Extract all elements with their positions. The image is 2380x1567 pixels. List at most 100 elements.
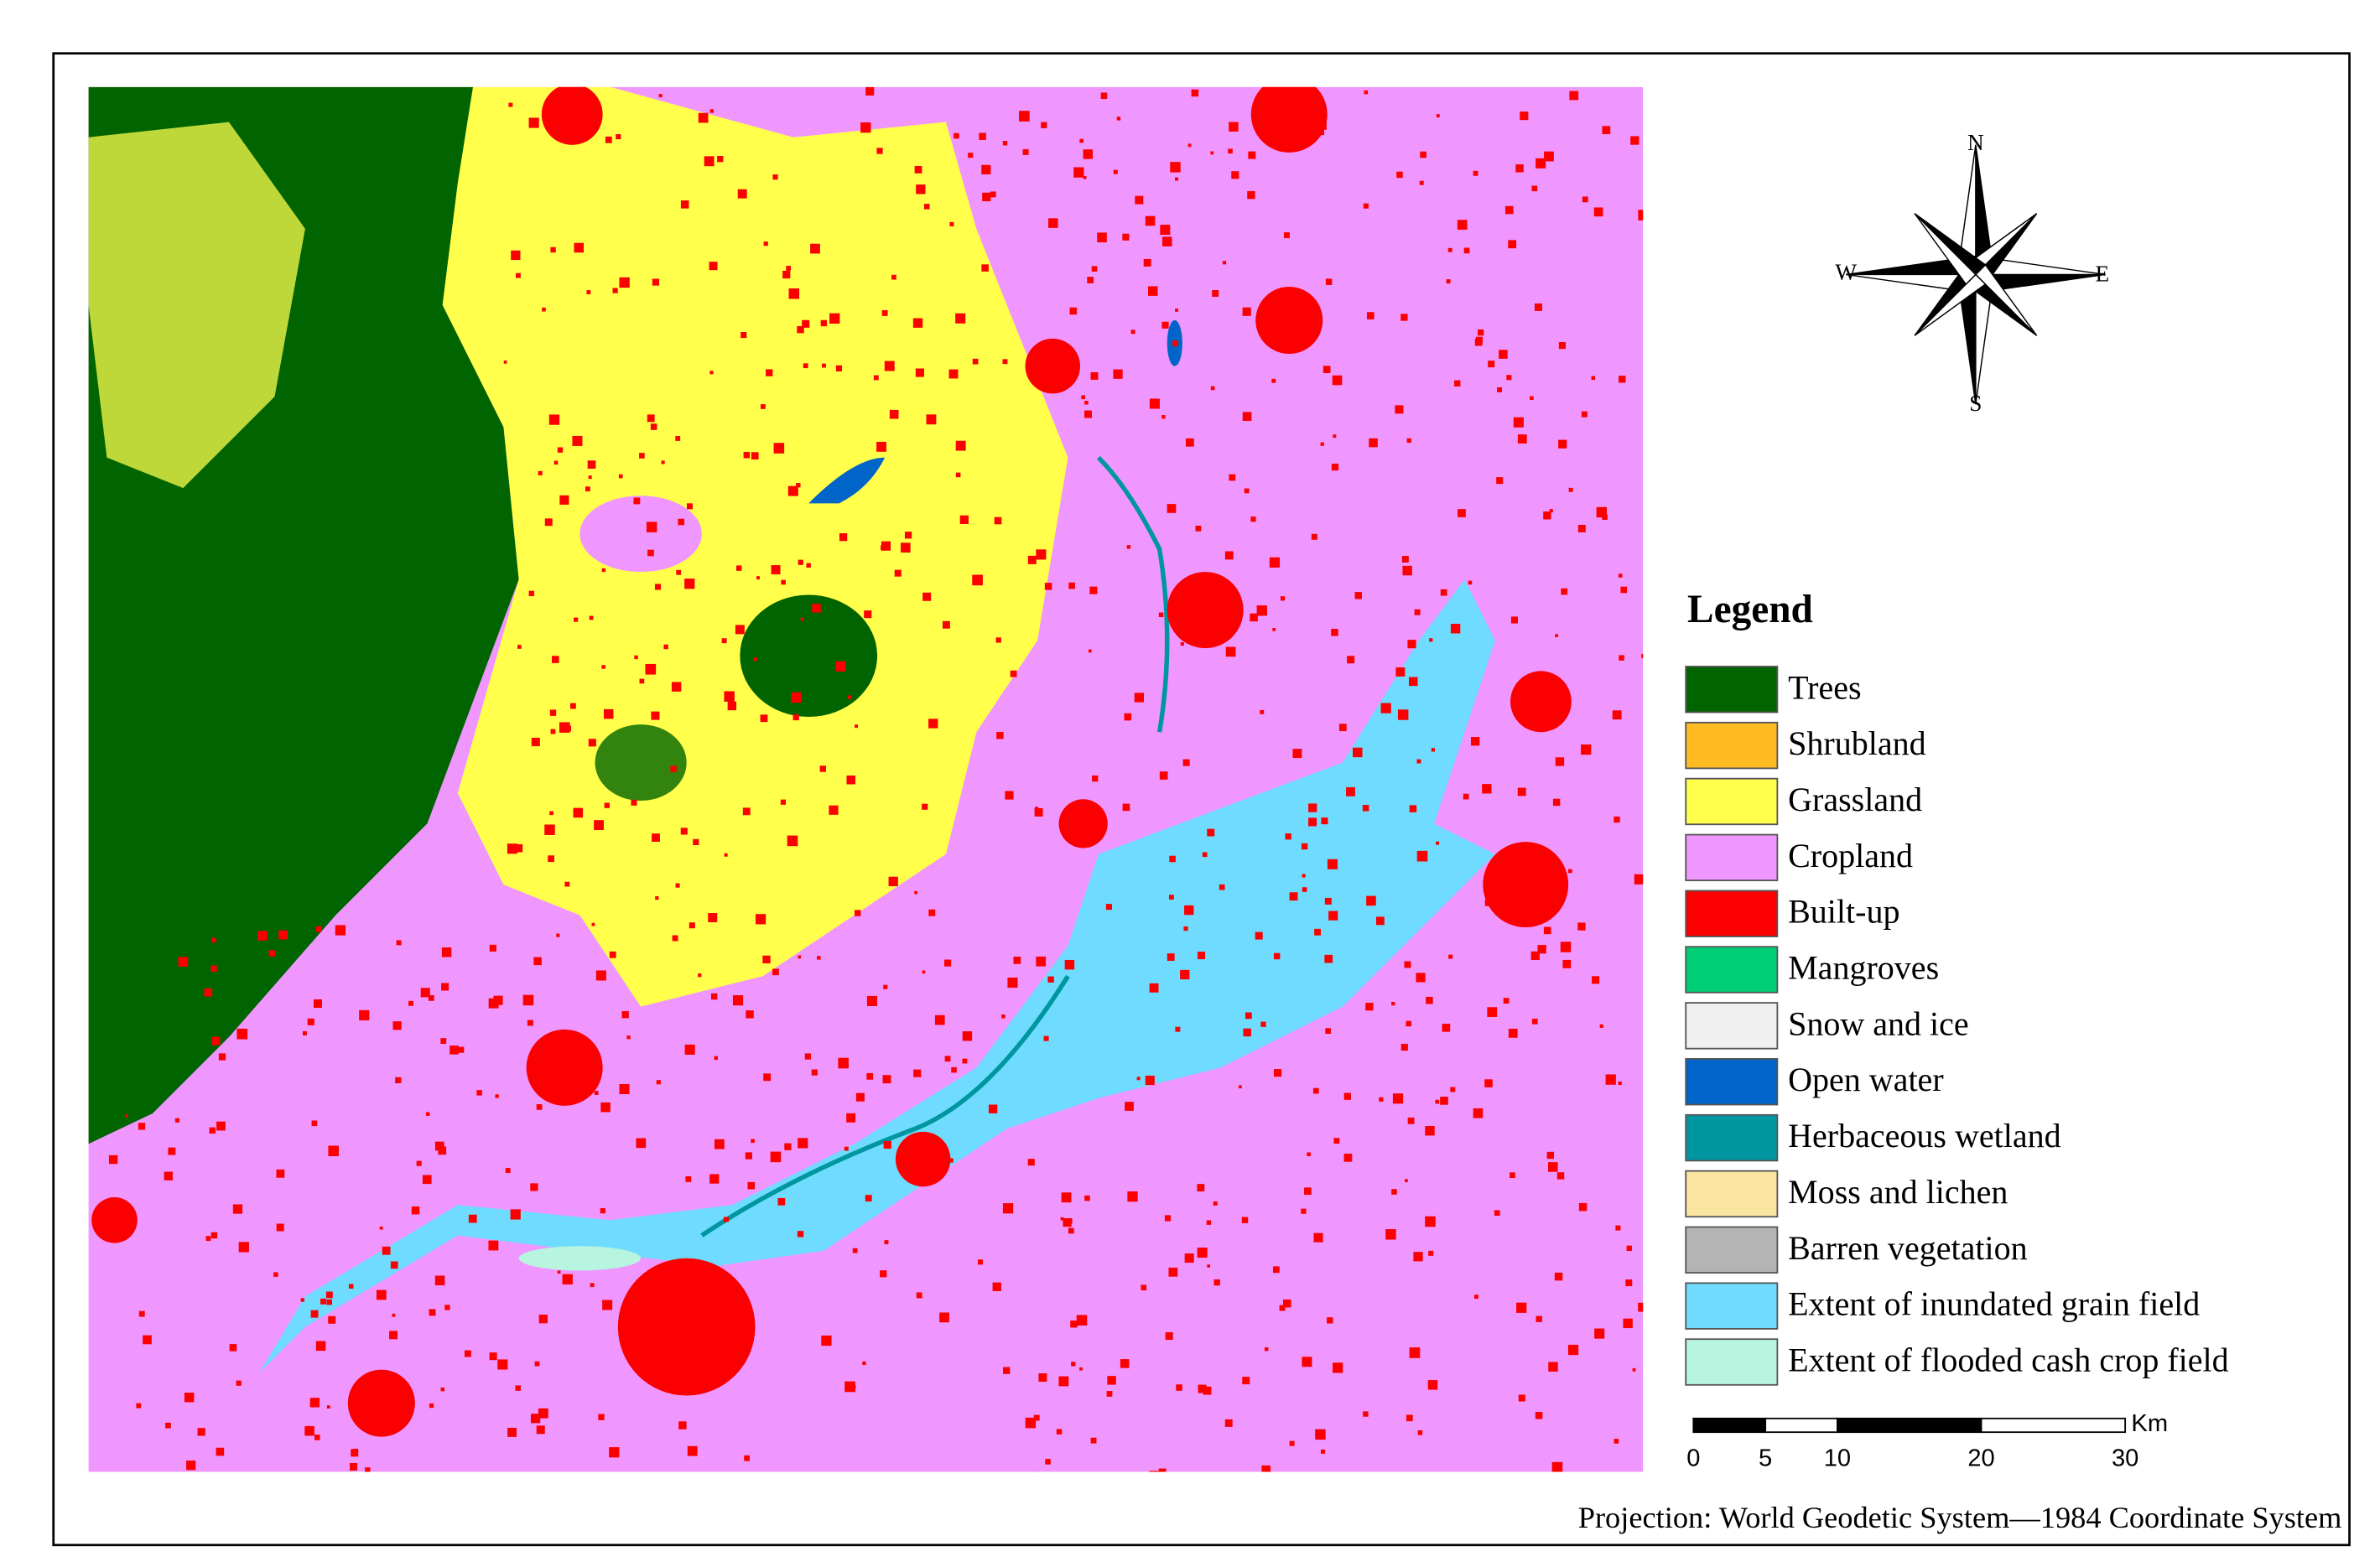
legend-swatch [1685,1282,1779,1330]
built-up-dot [136,1403,142,1409]
built-up-dot [1558,342,1566,350]
built-up-dot [876,148,883,154]
built-up-dot [1106,1391,1113,1397]
built-up-dot [1089,586,1098,594]
built-up-dot [798,955,802,959]
built-up-dot [1120,1359,1130,1368]
built-up-dot [1320,442,1324,446]
built-up-dot [538,1408,548,1419]
legend-label: Extent of inundated grain field [1788,1285,2200,1323]
built-up-dot [1212,289,1219,297]
built-up-dot [218,1053,226,1061]
built-up-dot [197,1428,205,1436]
built-up-dot [326,1299,333,1305]
built-up-dot [1454,380,1461,387]
legend: Trees Shrubland Grassland Cropland Built-up M… [1685,666,2229,1386]
built-up-dot [1324,954,1333,963]
built-up-dot [655,895,659,900]
built-up-dot [1198,1384,1207,1393]
built-up-dot [396,940,402,946]
built-up-dot [1255,931,1263,940]
built-up-town [1255,287,1323,355]
built-up-dot [647,414,655,423]
built-up-dot [1551,1461,1563,1472]
scale-tick-label: 0 [1686,1445,1700,1472]
built-up-dot [1632,1367,1636,1372]
built-up-dot [1560,942,1572,952]
legend-label: Extent of flooded cash crop field [1788,1341,2229,1379]
built-up-dot [680,200,689,209]
built-up-dot [670,765,677,772]
built-up-dot [1143,258,1151,267]
built-up-dot [876,441,886,452]
built-up-dot [1555,757,1565,766]
built-up-dot [1555,634,1558,637]
built-up-dot [1100,92,1108,100]
built-up-dot [1092,775,1099,782]
built-up-dot [1420,151,1426,158]
built-up-dot [216,1447,225,1456]
scale-segment [1764,1417,1838,1434]
built-up-dot [977,1259,984,1265]
built-up-dot [609,951,616,958]
built-up-dot [1073,167,1084,178]
built-up-dot [1638,1302,1644,1312]
built-up-dot [928,909,936,916]
built-up-dot [350,1462,358,1471]
built-up-dot [881,309,888,316]
built-up-dot [1406,438,1411,444]
legend-swatch [1685,1226,1779,1274]
built-up-dot [1164,1215,1172,1222]
built-up-dot [1036,549,1047,560]
built-up-dot [763,241,768,246]
built-up-dot [138,1310,145,1317]
built-up-dot [420,988,430,998]
built-up-dot [710,993,718,1000]
built-up-dot [724,853,728,857]
built-up-dot [744,1455,750,1461]
built-up-dot [1416,759,1421,764]
built-up-dot [1113,169,1118,174]
built-up-dot [604,802,610,808]
built-up-dot [760,714,768,723]
built-up-dot [1032,1471,1038,1472]
built-up-dot [1331,629,1338,636]
built-up-dot [1145,215,1156,226]
built-up-dot [1224,551,1234,560]
built-up-dot [1530,951,1540,961]
built-up-dot [1535,1411,1543,1419]
built-up-dot [232,1204,243,1214]
built-up-dot [1175,308,1178,312]
built-up-dot [762,955,771,964]
built-up-dot [165,1422,171,1429]
built-up-dot [1612,710,1622,720]
built-up-dot [817,956,821,960]
built-up-dot [536,1425,545,1435]
built-up-dot [1406,1020,1412,1027]
built-up-dot [882,1075,891,1084]
built-up-dot [1168,895,1174,900]
built-up-dot [822,363,826,368]
built-up-dot [888,876,898,886]
legend-swatch [1685,666,1779,713]
built-up-dot [1549,509,1553,513]
built-up-dot [1354,592,1362,599]
built-up-dot [848,695,852,699]
built-up-dot [996,731,1004,739]
projection-note: Projection: World Geodetic System—1984 C… [1578,1501,2342,1534]
built-up-dot [1362,805,1369,812]
built-up-dot [528,590,534,597]
built-up-dot [216,1121,226,1131]
built-up-dot [650,423,657,430]
built-up-dot [1170,162,1181,173]
built-up-dot [1531,185,1538,192]
built-up-dot [1623,1318,1633,1329]
built-up-dot [1180,642,1184,646]
compass-rose [1846,144,2106,405]
legend-title: Legend [1687,588,1813,631]
built-up-dot [1568,487,1573,492]
built-up-dot [954,132,959,139]
built-up-dot [1463,793,1469,800]
built-up-dot [1124,713,1132,721]
land-cover-map [88,86,1644,1472]
